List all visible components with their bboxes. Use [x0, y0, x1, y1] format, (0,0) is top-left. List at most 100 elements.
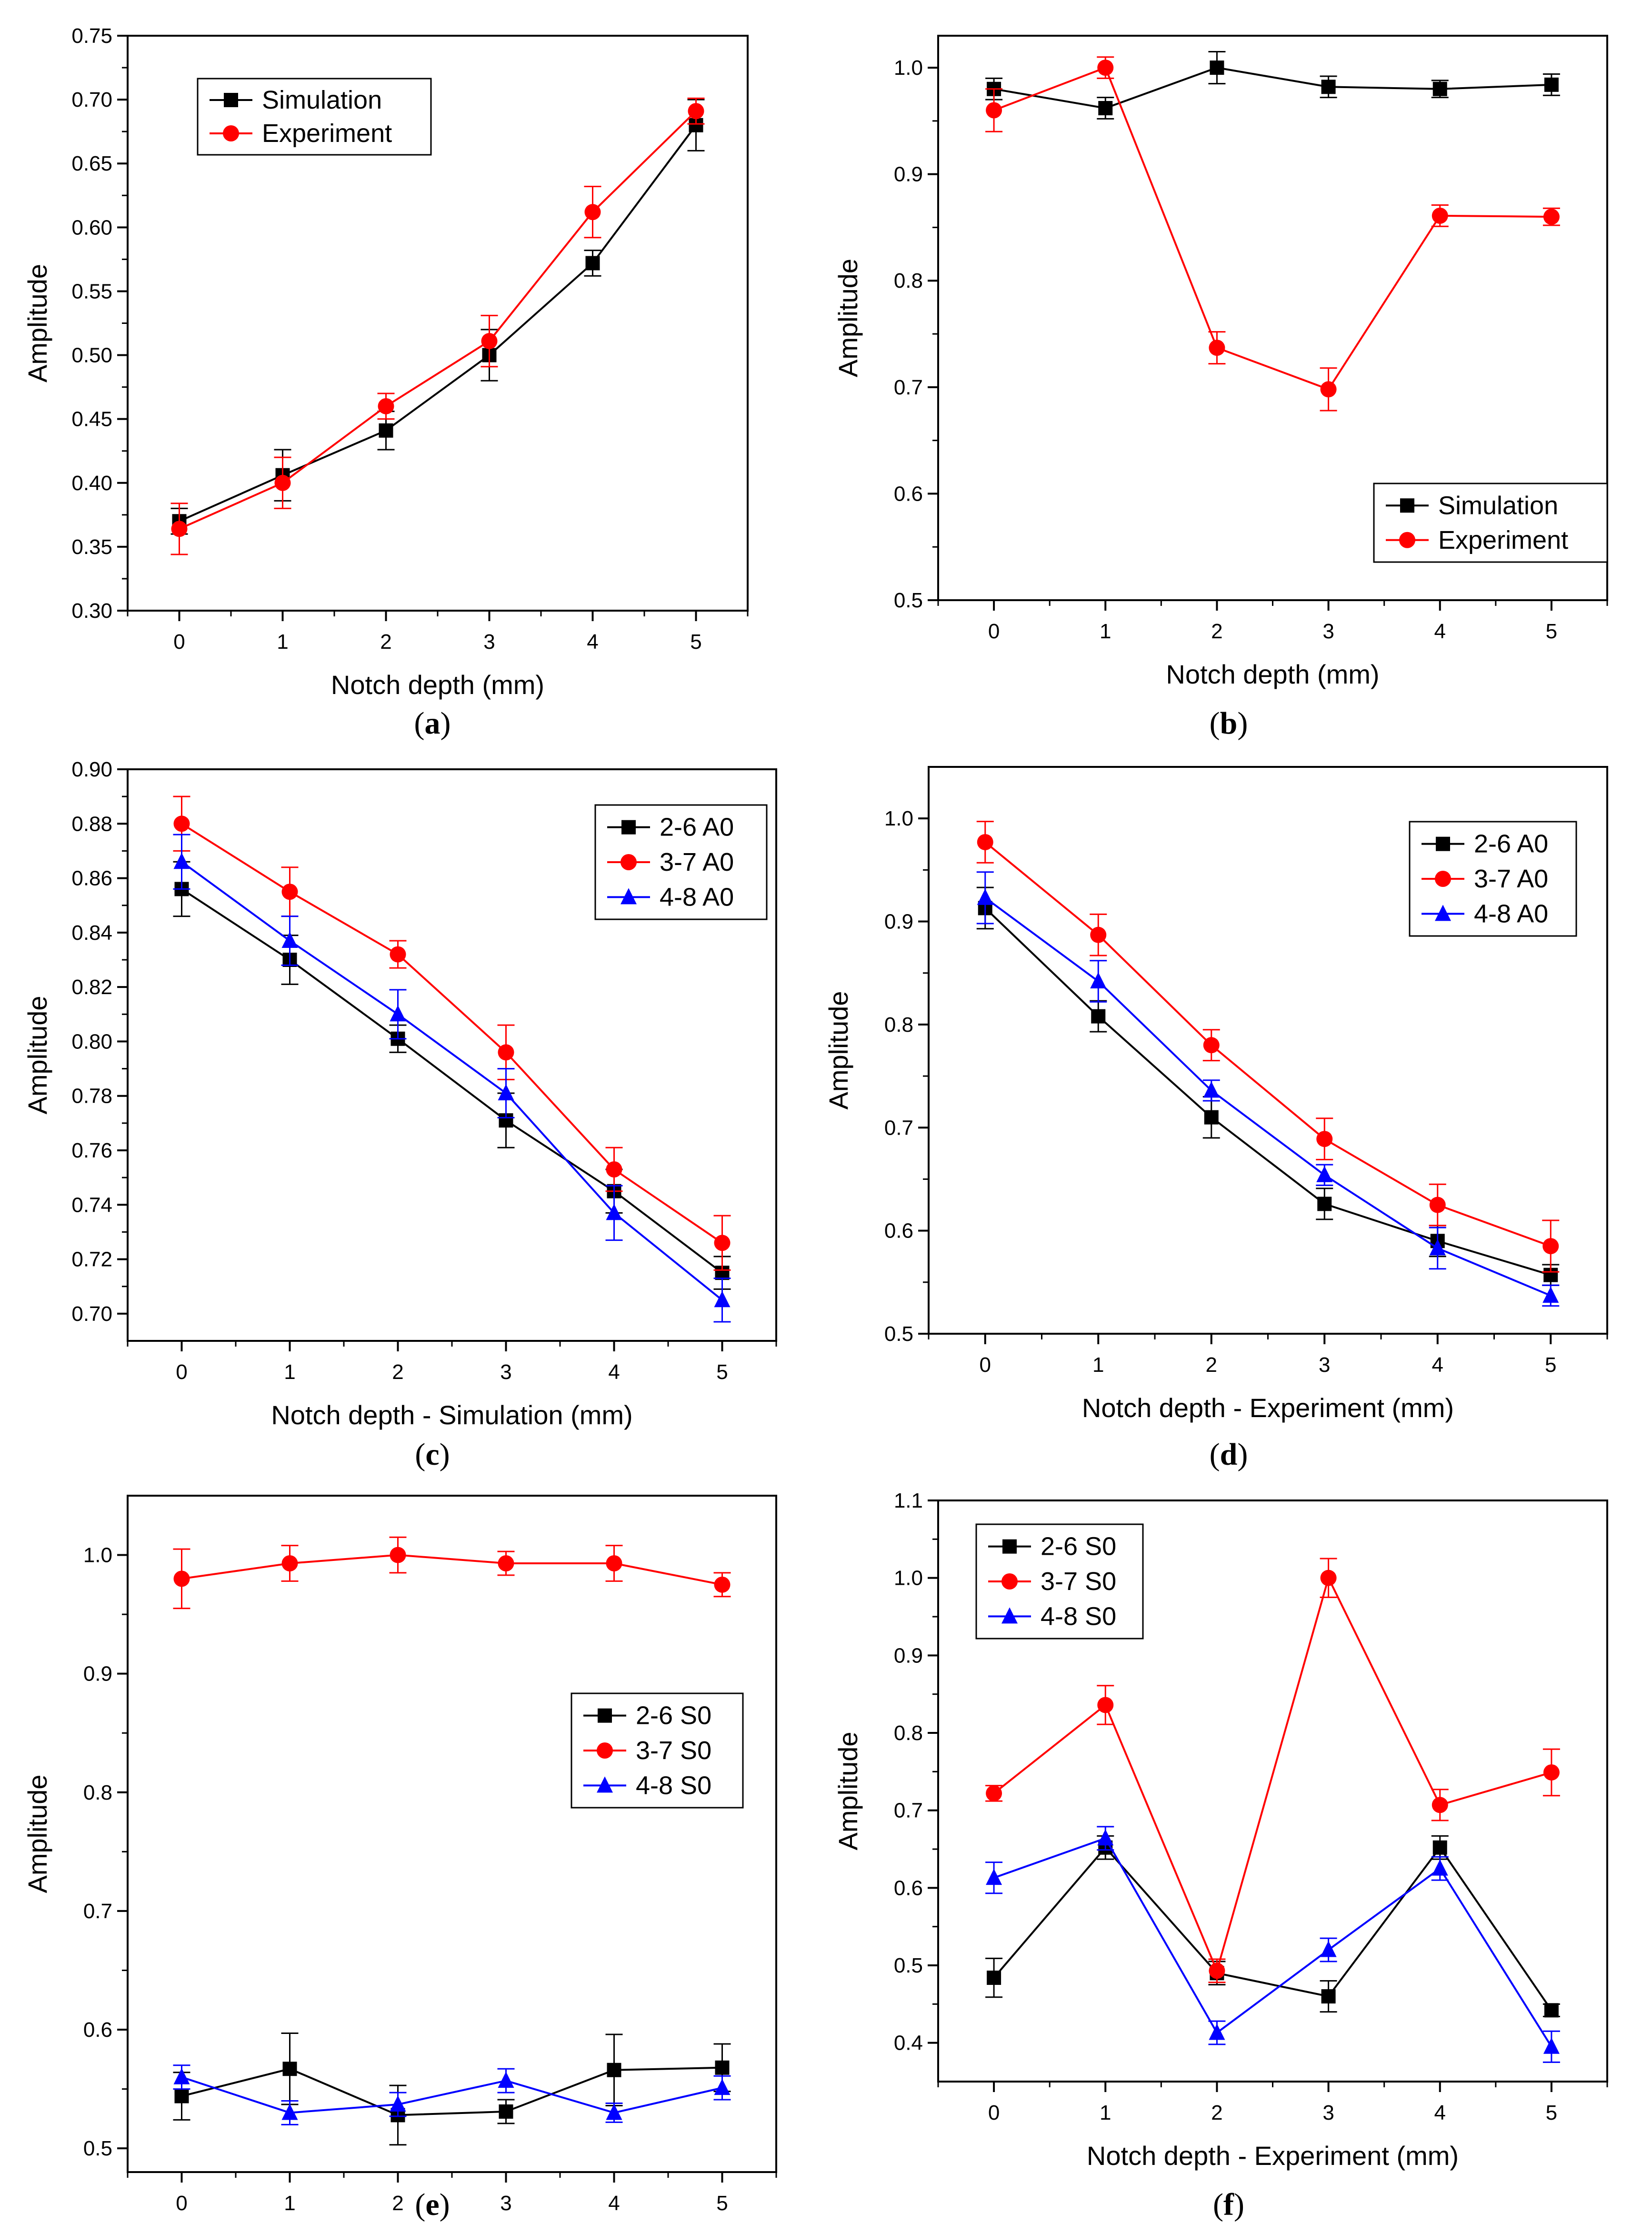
data-point: [281, 932, 298, 948]
y-tick-label: 0.35: [71, 535, 112, 559]
x-tick-label: 4: [1434, 2101, 1446, 2124]
data-point: [1209, 1962, 1225, 1979]
data-point: [1097, 1829, 1114, 1846]
y-tick-label: 0.86: [71, 867, 112, 890]
y-tick-label: 1.1: [894, 1489, 923, 1512]
y-tick-label: 0.8: [83, 1781, 112, 1804]
y-tick-label: 0.5: [894, 1954, 923, 1977]
y-tick-label: 0.6: [894, 482, 923, 505]
data-point: [1321, 1989, 1336, 2004]
data-point: [1432, 1797, 1448, 1813]
y-tick-label: 0.9: [894, 1644, 923, 1667]
data-point: [173, 853, 190, 869]
data-point: [1209, 340, 1225, 356]
series-line: [179, 124, 697, 523]
data-point: [1542, 1238, 1559, 1255]
y-tick-label: 0.82: [71, 976, 112, 999]
data-point: [498, 1044, 514, 1061]
legend: 2-6 S0 3-7 S0 4-8 S0: [975, 1523, 1144, 1640]
data-point: [1097, 60, 1114, 76]
x-tick-label: 3: [1322, 2101, 1334, 2124]
data-point: [378, 398, 394, 414]
legend-label: 3-7 A0: [660, 848, 734, 876]
data-point: [1429, 1197, 1446, 1213]
data-point: [1320, 381, 1337, 398]
y-tick-label: 0.65: [71, 152, 112, 175]
data-point: [1204, 1110, 1219, 1125]
x-tick-label: 1: [284, 1360, 295, 1384]
y-axis-label: Amplitude: [22, 264, 52, 382]
panel-caption: (c): [415, 1437, 450, 1472]
y-tick-label: 0.60: [71, 216, 112, 239]
x-tick-label: 3: [500, 2192, 511, 2215]
data-point: [171, 521, 188, 537]
legend-marker: [1435, 871, 1451, 887]
legend-label: 2-6 A0: [1474, 830, 1548, 858]
legend-label: Experiment: [1438, 526, 1568, 554]
data-point: [281, 2103, 298, 2120]
series-experiment: [170, 97, 705, 555]
y-tick-label: 0.5: [884, 1322, 913, 1346]
legend-marker: [621, 854, 637, 870]
series-line: [993, 1575, 1552, 1974]
x-tick-label: 4: [608, 2192, 620, 2215]
x-tick-label: 4: [587, 630, 598, 654]
legend-label: Experiment: [262, 119, 392, 148]
legend-marker: [621, 820, 636, 835]
data-point: [281, 1555, 298, 1571]
y-tick-label: 0.8: [894, 269, 923, 292]
series-line: [181, 888, 723, 1274]
series-line: [993, 66, 1552, 391]
legend-marker: [1399, 532, 1415, 548]
data-point: [688, 103, 704, 120]
x-tick-label: 4: [608, 1360, 620, 1384]
data-point: [1203, 1037, 1220, 1054]
y-tick-label: 0.9: [83, 1662, 112, 1686]
panel-caption: (b): [1210, 706, 1248, 741]
data-point: [173, 815, 190, 832]
x-tick-label: 4: [1432, 1353, 1443, 1377]
legend-marker: [1436, 836, 1450, 851]
y-tick-label: 1.0: [894, 56, 923, 80]
data-point: [977, 834, 993, 850]
y-tick-label: 0.4: [894, 2032, 923, 2055]
y-tick-label: 0.9: [884, 910, 913, 934]
data-point: [481, 333, 498, 350]
legend-label: 2-6 S0: [1041, 1532, 1116, 1561]
y-tick-label: 0.9: [894, 163, 923, 186]
series-line: [993, 67, 1552, 110]
series-4-8-a0: [173, 834, 731, 1323]
series-3-7-s0: [173, 1536, 731, 1610]
chart-panel-b: 0 1 2 3 4 5 0.5 0.6 0.7 0.8 0.9 1.0 Notch depth (mm)…: [833, 35, 1608, 741]
y-tick-label: 0.78: [71, 1085, 112, 1108]
data-point: [986, 1785, 1002, 1801]
data-point: [1320, 1570, 1337, 1586]
x-tick-label: 2: [392, 1360, 403, 1384]
series-line: [181, 861, 723, 1301]
data-point: [1544, 77, 1559, 92]
x-tick-label: 2: [1211, 2101, 1222, 2124]
data-point: [1432, 1840, 1447, 1855]
y-tick-label: 0.88: [71, 812, 112, 835]
legend-marker: [1001, 1607, 1018, 1624]
x-tick-label: 5: [1546, 2101, 1557, 2124]
data-point: [1210, 60, 1224, 75]
x-tick-label: 5: [690, 630, 701, 654]
x-tick-label: 1: [1100, 2101, 1111, 2124]
y-tick-label: 0.84: [71, 921, 112, 945]
x-axis-label: Notch depth (mm): [1166, 659, 1379, 689]
y-axis-label: Amplitude: [833, 1731, 863, 1850]
data-point: [1316, 1166, 1333, 1182]
data-point: [390, 946, 406, 963]
x-tick-label: 5: [716, 2192, 728, 2215]
data-point: [282, 2062, 297, 2076]
data-point: [606, 1161, 622, 1177]
data-point: [173, 1570, 190, 1587]
data-point: [606, 1204, 622, 1220]
data-point: [714, 1291, 731, 1308]
y-tick-label: 0.74: [71, 1193, 112, 1217]
data-point: [1317, 1197, 1332, 1211]
y-tick-label: 0.40: [71, 472, 112, 495]
data-point: [1543, 1764, 1560, 1781]
